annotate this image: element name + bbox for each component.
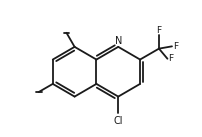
Text: F: F xyxy=(156,26,161,35)
Text: F: F xyxy=(172,42,177,51)
Text: N: N xyxy=(114,36,121,46)
Text: Cl: Cl xyxy=(113,116,122,126)
Text: F: F xyxy=(168,54,173,63)
